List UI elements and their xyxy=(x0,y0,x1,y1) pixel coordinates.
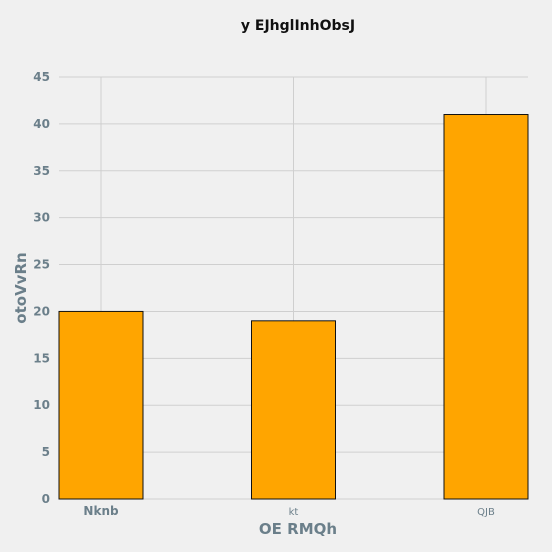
y-tick-label: 5 xyxy=(42,445,50,459)
y-tick-labels: 0 5 10 15 20 25 30 35 40 45 xyxy=(33,70,50,506)
bar-qjb xyxy=(443,114,529,500)
y-tick-label: 25 xyxy=(33,258,50,272)
y-tick-label: 35 xyxy=(33,164,50,178)
chart-title: y EJhglInhObsJ xyxy=(241,18,355,34)
y-tick-label: 20 xyxy=(33,304,50,318)
bar-nknb xyxy=(58,310,144,500)
x-tick-label: Nknb xyxy=(83,504,119,518)
bar-kt xyxy=(251,320,336,500)
x-tick-labels: Nknb kt QJB xyxy=(83,504,495,518)
y-tick-label: 45 xyxy=(33,70,50,84)
x-axis-label: OE RMQh xyxy=(259,520,337,538)
y-tick-label: 0 xyxy=(42,492,50,506)
x-tick-label: kt xyxy=(289,507,299,518)
y-tick-label: 15 xyxy=(33,351,50,365)
y-tick-label: 10 xyxy=(33,398,50,412)
y-tick-label: 40 xyxy=(33,117,50,131)
x-tick-label: QJB xyxy=(477,507,495,518)
bars xyxy=(58,114,529,500)
y-tick-label: 30 xyxy=(33,211,50,225)
y-axis-label: otoVvRn xyxy=(12,252,30,323)
